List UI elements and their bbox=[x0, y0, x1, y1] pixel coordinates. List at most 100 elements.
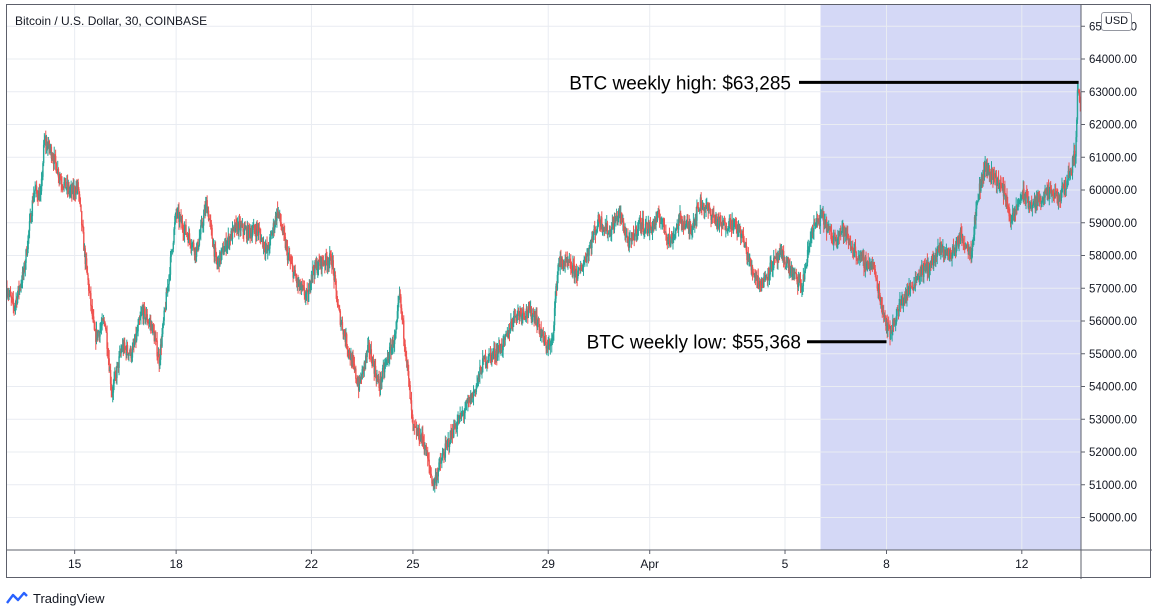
candle-body bbox=[1018, 199, 1021, 201]
candle-body bbox=[901, 296, 903, 304]
candle-body bbox=[648, 222, 650, 234]
candle-body bbox=[121, 344, 124, 350]
candle-body bbox=[479, 367, 481, 377]
candle-body bbox=[179, 215, 182, 217]
candle-body bbox=[393, 344, 395, 348]
candle-body bbox=[851, 248, 854, 251]
candle-body bbox=[154, 338, 157, 340]
candle-body bbox=[232, 227, 234, 229]
candle-body bbox=[655, 216, 657, 226]
candle-body bbox=[146, 314, 148, 322]
candle-body bbox=[285, 244, 287, 249]
candle-body bbox=[805, 266, 807, 269]
candle-body bbox=[826, 226, 828, 233]
candle-body bbox=[1071, 169, 1073, 173]
candle-body bbox=[293, 270, 296, 272]
candle-body bbox=[341, 322, 344, 330]
candle-body bbox=[274, 224, 276, 230]
candle-body bbox=[22, 271, 24, 275]
candle-body bbox=[533, 313, 535, 321]
candle-body bbox=[376, 376, 379, 380]
candle-body bbox=[315, 262, 318, 267]
candle-body bbox=[962, 238, 965, 244]
candle-body bbox=[992, 174, 995, 180]
candle-body bbox=[751, 267, 754, 273]
candle-body bbox=[725, 228, 727, 230]
candle-body bbox=[610, 227, 613, 235]
candle-body bbox=[666, 238, 669, 241]
candle-body bbox=[873, 266, 876, 269]
candle-body bbox=[429, 469, 432, 474]
candle-body bbox=[813, 222, 816, 226]
candle-body bbox=[656, 216, 658, 221]
currency-badge[interactable]: USD bbox=[1101, 12, 1132, 31]
candle-body bbox=[214, 247, 217, 253]
tradingview-logo-icon[interactable] bbox=[6, 591, 28, 605]
candle-body bbox=[935, 256, 937, 261]
candle-body bbox=[165, 292, 167, 310]
candle-body bbox=[520, 312, 523, 319]
candle-body bbox=[904, 294, 907, 302]
candle-body bbox=[890, 332, 892, 339]
candle-body bbox=[505, 334, 507, 336]
candle-body bbox=[932, 259, 934, 266]
candle-body bbox=[237, 222, 239, 233]
candle-body bbox=[246, 225, 249, 239]
candle-body bbox=[713, 213, 715, 217]
candle-body bbox=[613, 223, 615, 230]
candle-body bbox=[333, 275, 336, 281]
candle-body bbox=[832, 235, 835, 244]
candle-body bbox=[794, 272, 796, 274]
candle-body bbox=[979, 183, 981, 192]
candle-body bbox=[578, 267, 580, 270]
candle-body bbox=[814, 222, 817, 226]
candle-body bbox=[606, 223, 608, 232]
candle-body bbox=[89, 291, 91, 294]
chart-frame[interactable]: 50000.00 51000.00 52000.00 53000.00 54000.00… bbox=[6, 4, 1152, 579]
annotation-low: BTC weekly low: $55,368 bbox=[587, 333, 801, 354]
candle-body bbox=[995, 175, 997, 178]
candle-body bbox=[1076, 119, 1078, 138]
candle-body bbox=[743, 240, 745, 247]
candle-body bbox=[464, 409, 466, 414]
candle-body bbox=[356, 381, 358, 386]
candle-body bbox=[295, 278, 298, 284]
candle-body bbox=[781, 248, 783, 258]
candle-body bbox=[140, 311, 143, 315]
candle-body bbox=[427, 452, 429, 459]
candle-body bbox=[528, 305, 530, 308]
candle-body bbox=[400, 308, 403, 312]
candle-body bbox=[843, 227, 845, 237]
candle-body bbox=[7, 294, 9, 296]
candle-body bbox=[472, 392, 475, 398]
candle-body bbox=[944, 254, 946, 256]
candle-body bbox=[114, 373, 116, 379]
candle-body bbox=[13, 305, 15, 309]
candle-body bbox=[411, 410, 413, 418]
candle-body bbox=[252, 225, 255, 228]
brand-name[interactable]: TradingView bbox=[33, 590, 105, 606]
candle-body bbox=[1042, 198, 1044, 202]
candle-body bbox=[11, 298, 14, 300]
candle-body bbox=[936, 253, 938, 257]
candle-body bbox=[238, 221, 240, 233]
candle-body bbox=[450, 430, 453, 438]
candle-body bbox=[343, 330, 345, 335]
candle-body bbox=[549, 344, 552, 347]
chart-canvas[interactable]: 50000.0051000.0052000.0053000.0054000.00… bbox=[7, 5, 1152, 579]
candle-body bbox=[761, 278, 764, 288]
candle-body bbox=[275, 216, 277, 221]
candle-body bbox=[598, 220, 601, 224]
candle-body bbox=[886, 319, 888, 331]
candle-body bbox=[243, 228, 246, 235]
candle-body bbox=[172, 242, 175, 250]
candle-body bbox=[911, 286, 913, 288]
candle-body bbox=[106, 332, 108, 349]
candle-body bbox=[617, 216, 619, 221]
candle-body bbox=[806, 262, 808, 267]
candle-body bbox=[361, 369, 363, 380]
candle-body bbox=[770, 260, 772, 263]
candle-body bbox=[35, 186, 38, 192]
candle-body bbox=[107, 355, 110, 359]
candle-body bbox=[750, 264, 752, 271]
